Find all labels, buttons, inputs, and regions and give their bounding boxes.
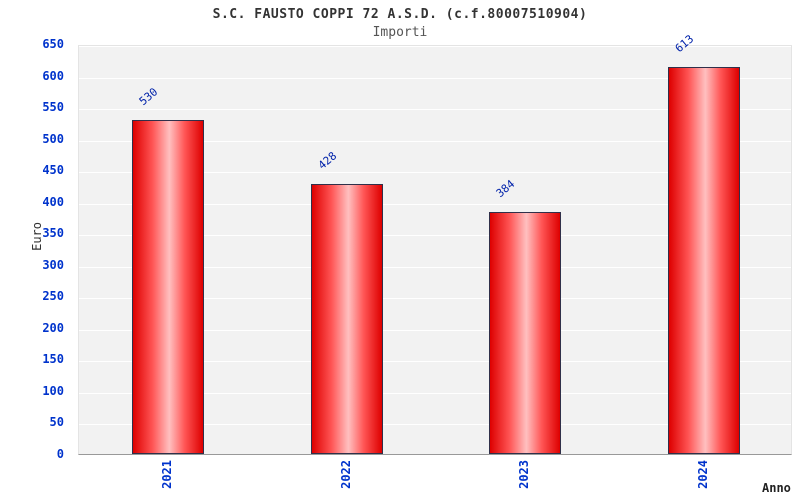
y-tick-label: 200 xyxy=(42,320,64,335)
y-tick-label: 600 xyxy=(42,68,64,83)
y-tick-label: 350 xyxy=(42,226,64,241)
y-axis-ticks: 0 50 100 150 200 250 300 350 400 450 500 550 600 650 xyxy=(0,0,70,500)
gridline xyxy=(79,77,791,79)
y-axis-title: Euro xyxy=(30,222,44,251)
bar xyxy=(667,67,740,454)
gridline xyxy=(79,329,791,331)
x-tick-label: 2023 xyxy=(517,460,532,489)
y-tick-label: 0 xyxy=(56,447,64,461)
gridline xyxy=(79,46,791,47)
gridline xyxy=(79,266,791,268)
y-tick-label: 150 xyxy=(42,352,64,367)
chart-subtitle: Importi xyxy=(372,25,428,40)
x-tick-label: 2022 xyxy=(338,460,353,489)
gridline xyxy=(79,361,791,363)
gridline xyxy=(79,109,791,111)
x-tick-label: 2021 xyxy=(160,460,175,489)
y-tick-label: 650 xyxy=(42,37,64,51)
bar xyxy=(489,211,562,454)
plot-area xyxy=(78,45,792,455)
y-tick-label: 500 xyxy=(42,131,64,146)
gridline xyxy=(79,140,791,142)
x-axis-title: Anno xyxy=(762,481,791,495)
bar xyxy=(132,119,205,454)
gridline xyxy=(79,203,791,205)
x-tick-label: 2024 xyxy=(695,460,710,489)
gridline xyxy=(79,172,791,174)
y-tick-label: 250 xyxy=(42,289,64,304)
y-tick-label: 400 xyxy=(42,194,64,209)
gridline xyxy=(79,298,791,300)
bar xyxy=(310,184,383,454)
y-tick-label: 100 xyxy=(42,383,64,398)
gridline xyxy=(79,235,791,237)
y-tick-label: 550 xyxy=(42,100,64,115)
gridline xyxy=(79,392,791,394)
x-axis-ticks: 2021 2022 2023 2024 xyxy=(0,460,800,500)
chart-title: S.C. FAUSTO COPPI 72 A.S.D. (c.f.8000751… xyxy=(212,7,588,22)
y-tick-label: 300 xyxy=(42,257,64,272)
gridline xyxy=(79,424,791,426)
y-tick-label: 50 xyxy=(49,415,64,430)
y-tick-label: 450 xyxy=(42,163,64,178)
